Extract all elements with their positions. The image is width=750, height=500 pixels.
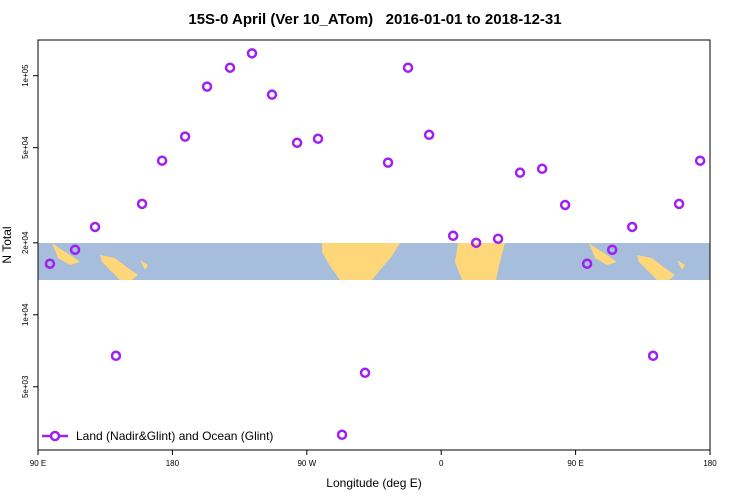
point [246,48,258,59]
point [359,367,371,379]
y-tick-label: 1e+05 [21,64,30,87]
point [69,244,81,256]
point [514,167,526,178]
point [136,198,148,210]
point [559,199,571,211]
chart-title: 15S-0 April (Ver 10_ATom) 2016-01-01 to … [188,11,561,28]
point [536,163,548,175]
point [312,133,324,144]
point [179,131,191,142]
y-tick-label: 2e+04 [21,231,30,254]
point [224,62,236,73]
point [423,129,435,141]
legend-marker [49,430,61,442]
legend-label: Land (Nadir&Glint) and Ocean (Glint) [76,429,273,443]
point [626,221,638,233]
land [52,243,685,280]
point [470,237,482,249]
point [402,62,414,73]
point [336,429,348,441]
point [110,350,122,362]
point [89,221,101,233]
plot-frame [37,39,711,451]
x-tick-label: 180 [703,459,717,468]
x-tick-label: 90 W [297,459,316,468]
point [44,258,56,269]
point [156,155,168,166]
y-axis-label: N Total [0,226,14,263]
x-axis-label: Longitude (deg E) [326,476,421,490]
point [201,81,213,92]
point [606,244,618,256]
y-tick-label: 5e+04 [21,136,30,159]
point [382,157,394,168]
point [673,198,685,210]
point [291,137,303,149]
y-tick-label: 1e+04 [21,303,30,326]
x-tick-label: 0 [439,459,444,468]
x-tick-label: 90 E [30,459,46,468]
point [581,258,593,269]
point [447,230,459,242]
point [694,155,706,166]
y-tick-label: 5e+03 [21,375,30,398]
point [647,350,659,362]
x-tick-label: 90 E [567,459,583,468]
x-tick-label: 180 [166,459,180,468]
point [492,233,504,244]
point [266,89,278,100]
